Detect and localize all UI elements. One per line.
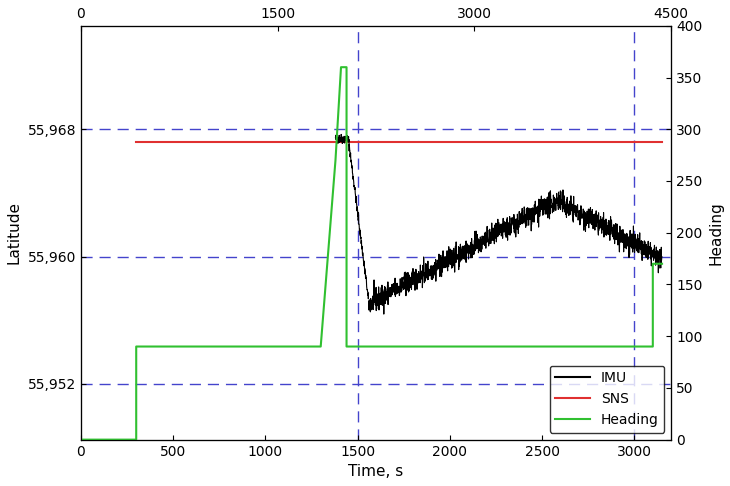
Y-axis label: Heading: Heading xyxy=(708,201,723,264)
Legend: IMU, SNS, Heading: IMU, SNS, Heading xyxy=(550,365,664,433)
X-axis label: Time, s: Time, s xyxy=(348,464,404,479)
Y-axis label: Latitude: Latitude xyxy=(7,201,22,264)
